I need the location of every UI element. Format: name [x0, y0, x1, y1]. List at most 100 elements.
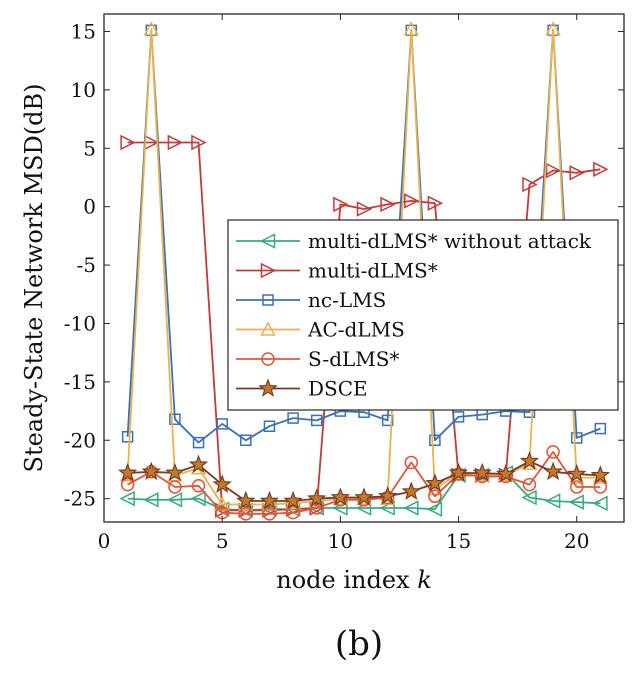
figure-caption: (b): [335, 624, 383, 664]
data-point: [381, 414, 394, 427]
data-point: [380, 196, 396, 213]
data-point: [426, 501, 443, 517]
series-line: [127, 472, 601, 512]
data-point: [143, 21, 160, 36]
data-point: [569, 480, 584, 494]
data-point: [425, 473, 445, 492]
data-point: [472, 462, 492, 482]
legend-marker: [260, 321, 276, 336]
x-tick-label: 10: [328, 529, 353, 553]
legend-label: S-dLMS*: [308, 347, 399, 371]
legend-entry: S-dLMS*: [236, 347, 399, 371]
data-point: [545, 162, 562, 179]
data-point: [592, 495, 608, 512]
data-point: [428, 489, 442, 504]
data-point: [522, 176, 538, 193]
legend-entry: nc-LMS: [236, 288, 386, 312]
y-tick-label: 0: [83, 195, 96, 219]
data-point: [118, 462, 138, 482]
data-point: [120, 477, 135, 492]
data-point: [496, 463, 516, 483]
data-point: [404, 193, 420, 209]
data-point: [593, 480, 608, 494]
legend-label: AC-dLMS: [307, 318, 405, 342]
data-point: [568, 494, 584, 510]
legend-box: [227, 219, 619, 411]
data-point: [404, 455, 419, 470]
y-tick-label: -25: [64, 487, 96, 511]
data-point: [330, 487, 351, 506]
data-point: [143, 492, 159, 508]
data-point: [216, 418, 228, 430]
data-point: [566, 463, 587, 483]
data-point: [212, 474, 232, 493]
legend-marker: [262, 294, 274, 306]
legend-label: DSCE: [308, 377, 368, 401]
data-point: [165, 462, 185, 482]
data-point: [168, 480, 182, 494]
data-point: [119, 490, 135, 507]
data-point: [427, 195, 444, 211]
data-point: [333, 196, 349, 213]
legend-marker: [259, 233, 276, 249]
data-point: [307, 488, 327, 507]
x-tick-label: 5: [216, 529, 229, 553]
data-point: [522, 477, 537, 492]
y-axis-label: Steady-State Network MSD(dB): [20, 84, 48, 473]
data-point: [356, 201, 373, 217]
y-tick-label: -10: [64, 311, 96, 335]
data-point: [259, 490, 280, 510]
y-tick-label: 15: [71, 20, 96, 44]
y-tick-label: 10: [71, 78, 96, 102]
data-point: [593, 161, 609, 178]
legend-label: multi-dLMS*: [308, 259, 438, 283]
data-point: [594, 422, 607, 435]
x-axis-label: node index k: [276, 566, 432, 594]
data-point: [569, 165, 585, 181]
series-6: [118, 451, 611, 510]
data-point: [448, 462, 469, 482]
legend-marker: [261, 352, 275, 366]
legend: multi-dLMS* without attack multi-dLMS* nc-…: [227, 219, 619, 411]
data-point: [546, 445, 560, 459]
data-point: [452, 411, 465, 423]
tick-layer: 0 5 10 15 20 -25 -20 -15 -10 -5 0 5 10 15: [64, 14, 624, 553]
data-point: [310, 414, 323, 427]
y-tick-label: -5: [77, 253, 96, 277]
data-point: [519, 451, 540, 470]
data-point: [169, 413, 181, 425]
data-point: [262, 507, 277, 521]
x-tick-label: 0: [98, 529, 111, 553]
x-tick-label: 15: [446, 529, 471, 553]
data-point: [188, 454, 209, 474]
legend-entry: multi-dLMS*: [236, 259, 438, 283]
data-point: [283, 490, 303, 510]
x-axis-label-symbol: k: [417, 566, 432, 594]
x-axis-label-text: node index: [276, 566, 417, 594]
data-point: [236, 490, 256, 510]
data-point: [191, 134, 207, 151]
legend-entry: multi-dLMS* without attack: [236, 229, 592, 253]
data-point: [214, 496, 230, 511]
data-point: [403, 500, 419, 516]
legend-marker: [260, 262, 277, 279]
plot-frame: [103, 13, 625, 523]
data-point: [286, 505, 300, 520]
y-tick-label: 5: [83, 136, 96, 160]
data-point: [287, 412, 299, 424]
data-point: [120, 134, 136, 151]
legend-label: nc-LMS: [308, 288, 386, 312]
data-point: [521, 489, 537, 506]
data-point: [263, 420, 276, 432]
legend-entry: DSCE: [236, 377, 368, 401]
legend-entry: AC-dLMS: [236, 318, 405, 342]
data-point: [544, 493, 561, 509]
data-point: [190, 490, 206, 507]
data-point: [570, 432, 583, 444]
data-point: [545, 21, 561, 36]
legend-marker: [258, 378, 278, 397]
data-point: [590, 465, 611, 484]
data-point: [377, 486, 398, 505]
